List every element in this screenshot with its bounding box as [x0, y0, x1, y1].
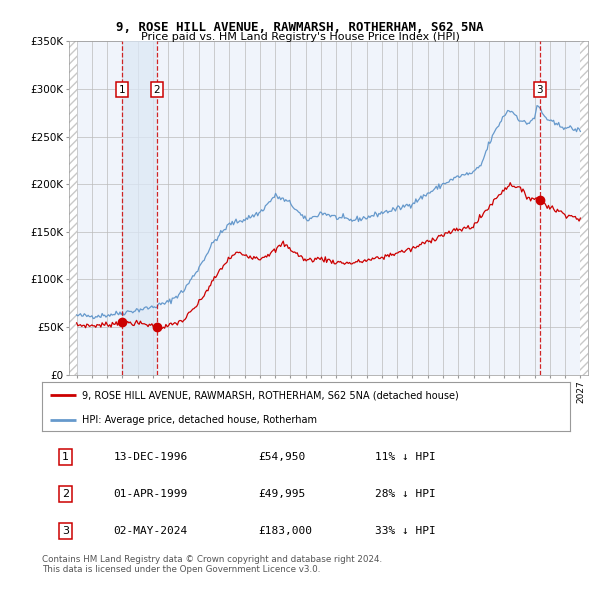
- Text: HPI: Average price, detached house, Rotherham: HPI: Average price, detached house, Roth…: [82, 415, 317, 425]
- Bar: [580, 41, 588, 375]
- Text: 11% ↓ HPI: 11% ↓ HPI: [374, 453, 436, 463]
- Text: 3: 3: [62, 526, 69, 536]
- Text: 33% ↓ HPI: 33% ↓ HPI: [374, 526, 436, 536]
- Text: 9, ROSE HILL AVENUE, RAWMARSH, ROTHERHAM, S62 5NA: 9, ROSE HILL AVENUE, RAWMARSH, ROTHERHAM…: [116, 21, 484, 34]
- Text: £54,950: £54,950: [259, 453, 306, 463]
- Text: £183,000: £183,000: [259, 526, 313, 536]
- Text: 9, ROSE HILL AVENUE, RAWMARSH, ROTHERHAM, S62 5NA (detached house): 9, ROSE HILL AVENUE, RAWMARSH, ROTHERHAM…: [82, 391, 458, 401]
- Text: £49,995: £49,995: [259, 489, 306, 499]
- Bar: [69, 41, 77, 375]
- Text: 2: 2: [62, 489, 70, 499]
- Text: 28% ↓ HPI: 28% ↓ HPI: [374, 489, 436, 499]
- Text: 13-DEC-1996: 13-DEC-1996: [113, 453, 188, 463]
- Text: Price paid vs. HM Land Registry's House Price Index (HPI): Price paid vs. HM Land Registry's House …: [140, 32, 460, 42]
- Text: 1: 1: [118, 84, 125, 94]
- Text: 2: 2: [154, 84, 160, 94]
- Text: 02-MAY-2024: 02-MAY-2024: [113, 526, 188, 536]
- Text: 3: 3: [536, 84, 543, 94]
- Bar: [122, 41, 157, 375]
- Text: 1: 1: [62, 453, 69, 463]
- Text: Contains HM Land Registry data © Crown copyright and database right 2024.
This d: Contains HM Land Registry data © Crown c…: [42, 555, 382, 574]
- Text: 01-APR-1999: 01-APR-1999: [113, 489, 188, 499]
